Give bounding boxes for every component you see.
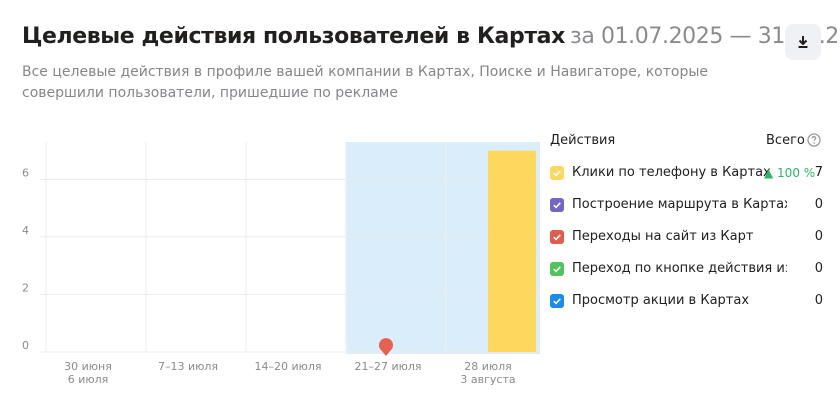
legend-header-actions: Действия [550, 133, 616, 148]
legend-item[interactable]: Построение маршрута в Картах 0 [550, 196, 840, 216]
legend-header-total: Всего [766, 133, 805, 148]
chart-subtitle: Все целевые действия в профиле вашей ком… [22, 64, 708, 101]
legend-item-value: 0 [814, 261, 823, 276]
chart-title-row: Целевые действия пользователей в Картах … [22, 24, 840, 49]
y-tick-label: 4 [22, 224, 29, 237]
legend-item-label: Построение маршрута в Картах [572, 197, 787, 212]
x-tick-label: 21–27 июля [354, 360, 421, 373]
legend-item[interactable]: Просмотр акции в Картах 0 [550, 292, 840, 312]
legend-item-value: 0 [814, 197, 823, 212]
legend-item-label: Переход по кнопке действия из Карт [572, 261, 787, 276]
checkbox-icon[interactable] [550, 166, 564, 180]
page-title: Целевые действия пользователей в Картах [22, 24, 565, 49]
legend-item-value: 7 [814, 165, 823, 180]
x-tick-label: 30 июня [64, 360, 112, 373]
legend-item[interactable]: Клики по телефону в Картах ▲ 100 % 7 [550, 164, 840, 184]
legend-item-label: Просмотр акции в Картах [572, 293, 750, 308]
bar [488, 150, 536, 352]
legend-item-label: Клики по телефону в Картах [572, 165, 771, 180]
x-tick-label: 6 июля [68, 373, 109, 386]
legend-item-value: 0 [814, 293, 823, 308]
legend-item[interactable]: Переходы на сайт из Карт 0 [550, 228, 840, 248]
x-tick-label: 3 августа [460, 373, 515, 386]
y-tick-label: 6 [22, 166, 29, 179]
x-tick-label: 28 июля [464, 360, 512, 373]
y-tick-label: 0 [22, 339, 29, 352]
checkbox-icon[interactable] [550, 294, 564, 308]
download-button[interactable] [785, 24, 821, 60]
legend: Действия Всего Клики по телефону в Карта… [550, 130, 840, 308]
y-tick-label: 2 [22, 281, 29, 294]
checkbox-icon[interactable] [550, 262, 564, 276]
legend-item-delta: ▲ 100 % [764, 166, 816, 180]
legend-item-label: Переходы на сайт из Карт [572, 229, 754, 244]
x-tick-label: 7–13 июля [158, 360, 218, 373]
help-circle-icon[interactable] [807, 133, 821, 147]
x-tick-label: 14–20 июля [254, 360, 321, 373]
checkbox-icon[interactable] [550, 198, 564, 212]
download-icon [798, 36, 808, 48]
legend-item[interactable]: Переход по кнопке действия из Карт 0 [550, 260, 840, 280]
legend-item-value: 0 [814, 229, 823, 244]
marker-pin-icon [379, 338, 394, 356]
legend-header: Действия Всего [550, 130, 840, 152]
checkbox-icon[interactable] [550, 230, 564, 244]
